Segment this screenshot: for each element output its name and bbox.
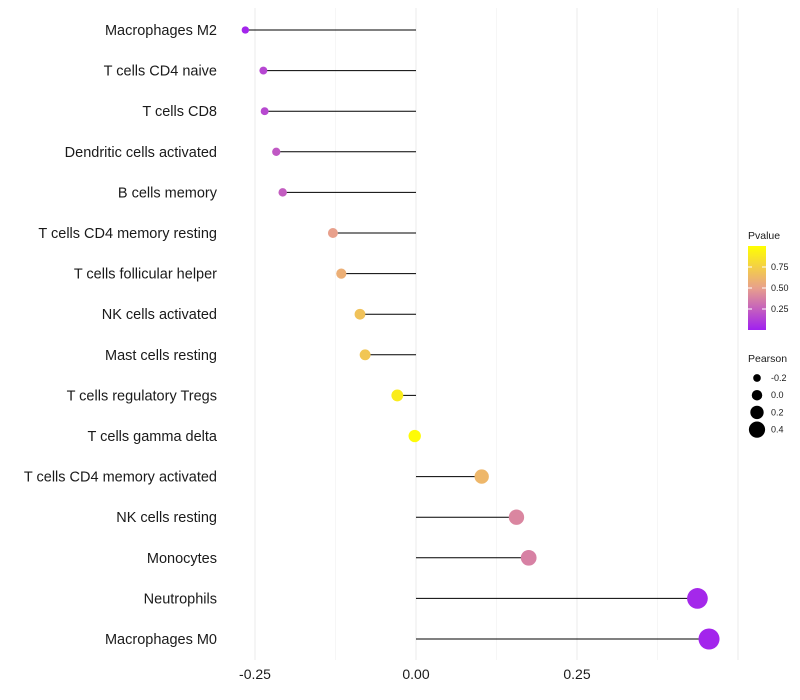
pearson-legend-keys: -0.2 0.0 0.2 0.4: [748, 373, 787, 438]
lollipop-point: [408, 429, 421, 443]
lollipop-point: [260, 107, 269, 116]
category-label: T cells CD4 memory resting: [38, 226, 217, 242]
category-label: Dendritic cells activated: [65, 145, 217, 161]
lollipop-points: [241, 26, 720, 650]
category-label: T cells CD8: [142, 104, 217, 120]
pearson-legend-label: -0.2: [771, 373, 787, 383]
x-tick-label: -0.25: [239, 666, 271, 682]
lollipop-stems: [245, 29, 710, 640]
pearson-legend-key: [753, 374, 761, 382]
lollipop-point: [241, 26, 250, 34]
lollipop-point: [327, 228, 338, 238]
lollipop-point: [391, 389, 404, 402]
lollipop-point: [698, 628, 720, 650]
lollipop-point: [520, 549, 537, 566]
lollipop-point: [259, 66, 268, 75]
category-label: T cells regulatory Tregs: [67, 388, 217, 404]
pearson-legend-label: 0.0: [771, 390, 784, 400]
pearson-legend-key: [748, 421, 766, 438]
lollipop-point: [336, 268, 347, 279]
lollipop-point: [272, 147, 281, 156]
lollipop-point: [687, 588, 708, 609]
category-label: T cells CD4 naive: [104, 64, 217, 80]
pvalue-legend-title: Pvalue: [748, 230, 780, 242]
pvalue-legend: Pvalue 0.25 0.50 0.75: [748, 230, 789, 330]
x-axis-ticks: -0.25 0.00 0.25: [239, 666, 591, 682]
x-tick-label: 0.00: [402, 666, 429, 682]
category-label: Macrophages M2: [105, 23, 217, 39]
category-label: Monocytes: [147, 551, 217, 567]
category-label: Mast cells resting: [105, 348, 217, 364]
category-labels: Macrophages M2 T cells CD4 naive T cells C…: [24, 23, 218, 648]
category-label: Macrophages M0: [105, 632, 217, 648]
pvalue-legend-tick-label: 0.25: [771, 304, 789, 314]
category-label: B cells memory: [118, 185, 218, 201]
pvalue-legend-tick-label: 0.75: [771, 262, 789, 272]
pvalue-colorbar: [748, 246, 766, 330]
pearson-legend-label: 0.2: [771, 407, 784, 417]
category-label: T cells gamma delta: [88, 429, 218, 445]
category-label: T cells CD4 memory activated: [24, 470, 217, 486]
category-label: NK cells resting: [116, 510, 217, 526]
lollipop-point: [359, 349, 371, 361]
pearson-legend: Pearson -0.2 0.0 0.2 0.4: [748, 353, 787, 438]
pearson-legend-key: [751, 389, 763, 401]
x-tick-label: 0.25: [563, 666, 590, 682]
pvalue-legend-ticks: 0.25 0.50 0.75: [748, 262, 789, 314]
category-label: NK cells activated: [102, 307, 217, 323]
pearson-legend-title: Pearson: [748, 353, 787, 365]
category-label: T cells follicular helper: [74, 267, 217, 283]
category-label: Neutrophils: [144, 591, 217, 607]
pvalue-legend-tick-label: 0.50: [771, 283, 789, 293]
lollipop-point: [508, 509, 525, 525]
pearson-legend-label: 0.4: [771, 425, 784, 435]
lollipop-point: [474, 469, 489, 484]
lollipop-point: [354, 308, 366, 320]
pearson-legend-key: [750, 405, 764, 420]
grid-lines: [254, 8, 739, 660]
lollipop-point: [278, 188, 287, 197]
